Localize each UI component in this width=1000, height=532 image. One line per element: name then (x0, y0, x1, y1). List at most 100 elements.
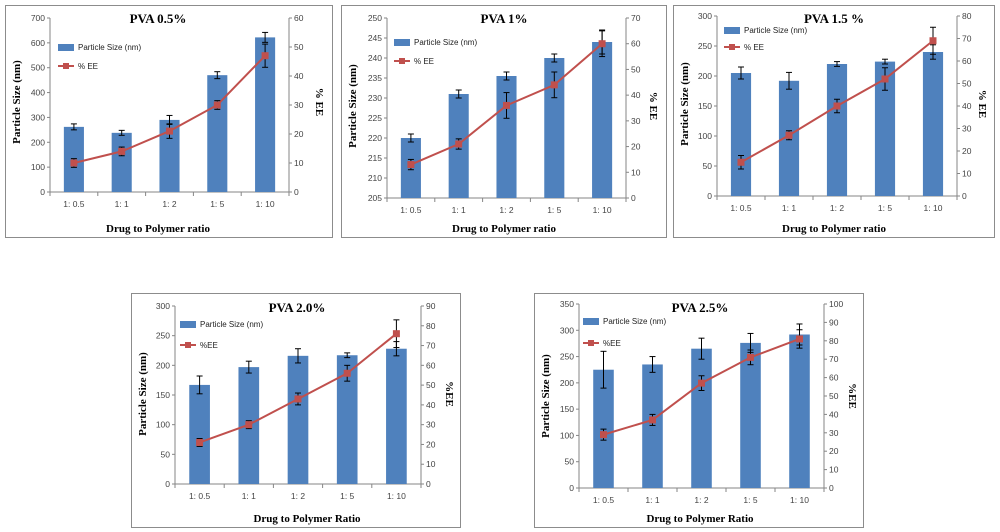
chart-title: PVA 1% (480, 11, 527, 26)
ee-point (649, 416, 656, 424)
y-tick-label: 200 (560, 378, 574, 388)
bar (789, 334, 810, 488)
y2-axis-title: % EE (647, 92, 659, 120)
y2-tick-label: 0 (631, 193, 636, 203)
ee-point (261, 52, 269, 60)
x-tick-label: 1: 5 (340, 491, 354, 501)
y2-tick-label: 40 (962, 101, 972, 111)
ee-point (294, 395, 302, 403)
y2-tick-label: 0 (829, 483, 834, 493)
y2-tick-label: 60 (962, 56, 972, 66)
x-tick-label: 1: 0.5 (730, 203, 752, 213)
bar (496, 76, 517, 198)
ee-point (196, 438, 204, 446)
legend-line-label: % EE (744, 43, 764, 52)
legend-bar-label: Particle Size (nm) (414, 38, 477, 47)
ee-point (70, 159, 78, 167)
x-tick-label: 1: 1 (782, 203, 796, 213)
y2-tick-label: 20 (962, 146, 972, 156)
y-tick-label: 500 (31, 63, 45, 73)
y2-tick-label: 60 (829, 373, 839, 383)
ee-point (245, 421, 253, 429)
legend-line-label: % EE (414, 57, 434, 66)
y-tick-label: 150 (560, 404, 574, 414)
ee-point (407, 161, 415, 169)
x-tick-label: 1: 5 (878, 203, 892, 213)
legend-bar-label: Particle Size (nm) (200, 320, 263, 329)
chart-panel-pva-2-5: PVA 2.5% Drug to Polymer Ratio Particle … (534, 293, 864, 528)
legend-bar-swatch (58, 44, 74, 51)
y2-tick-label: 40 (631, 90, 641, 100)
x-tick-label: 1: 5 (210, 199, 224, 209)
x-tick-label: 1: 10 (790, 495, 809, 505)
y2-tick-label: 70 (829, 354, 839, 364)
y-tick-label: 220 (368, 133, 382, 143)
ee-point (929, 37, 937, 45)
ee-point (785, 131, 793, 139)
y-axis-title: Particle Size (nm) (540, 354, 552, 438)
y2-tick-label: 100 (829, 299, 843, 309)
chart-svg: PVA 2.5% Drug to Polymer Ratio Particle … (540, 299, 858, 525)
x-tick-label: 1: 10 (387, 491, 406, 501)
x-tick-label: 1: 1 (115, 199, 129, 209)
x-tick-label: 1: 2 (694, 495, 708, 505)
x-tick-label: 1: 2 (162, 199, 176, 209)
y-tick-label: 225 (368, 113, 382, 123)
y-tick-label: 150 (698, 101, 712, 111)
legend-bar-label: Particle Size (nm) (78, 43, 141, 52)
y-tick-label: 200 (31, 137, 45, 147)
ee-point (881, 75, 889, 83)
ee-point (503, 101, 510, 109)
x-tick-label: 1: 1 (242, 491, 256, 501)
legend-line-marker (729, 44, 735, 50)
legend-line-label: % EE (78, 62, 98, 71)
chart-panel-pva-1: PVA 1% Drug to Polymer ratio Particle Si… (341, 5, 667, 238)
y2-tick-label: 30 (631, 116, 641, 126)
bar (642, 364, 663, 488)
y2-tick-label: 60 (294, 13, 304, 23)
x-tick-label: 1: 0.5 (593, 495, 615, 505)
bar (826, 64, 848, 196)
y-tick-label: 300 (698, 11, 712, 21)
y2-tick-label: 20 (829, 446, 839, 456)
y-tick-label: 235 (368, 73, 382, 83)
x-tick-label: 1: 0.5 (189, 491, 211, 501)
y2-tick-label: 80 (426, 321, 436, 331)
ee-point (166, 127, 173, 135)
y2-tick-label: 40 (829, 409, 839, 419)
chart-svg: PVA 1% Drug to Polymer ratio Particle Si… (347, 11, 659, 235)
y2-tick-label: 10 (294, 158, 304, 168)
chart-panel-pva-1-5: PVA 1.5 % Drug to Polymer ratio Particle… (673, 5, 995, 238)
y-tick-label: 50 (161, 449, 171, 459)
x-tick-label: 1: 10 (593, 205, 612, 215)
bar (255, 37, 276, 192)
x-tick-label: 1: 10 (924, 203, 943, 213)
x-tick-label: 1: 2 (499, 205, 513, 215)
x-tick-label: 1: 10 (256, 199, 275, 209)
y-tick-label: 300 (560, 325, 574, 335)
y2-tick-label: 50 (426, 380, 436, 390)
y2-tick-label: 10 (631, 167, 641, 177)
y2-tick-label: 20 (631, 142, 641, 152)
ee-point (833, 102, 841, 110)
y-axis-title: Particle Size (nm) (679, 62, 691, 146)
y2-tick-label: 0 (962, 191, 967, 201)
y-tick-label: 100 (698, 131, 712, 141)
bar (730, 73, 752, 196)
y-tick-label: 210 (368, 173, 382, 183)
bar (336, 355, 358, 484)
y-tick-label: 50 (565, 457, 575, 467)
y2-tick-label: 20 (426, 439, 436, 449)
x-axis-title: Drug to Polymer Ratio (646, 513, 754, 525)
y2-tick-label: 70 (631, 13, 641, 23)
y-tick-label: 350 (560, 299, 574, 309)
chart-svg: PVA 2.0% Drug to Polymer Ratio Particle … (137, 300, 455, 525)
y-tick-label: 200 (156, 360, 170, 370)
chart-title: PVA 1.5 % (804, 11, 864, 26)
x-tick-label: 1: 1 (452, 205, 466, 215)
y2-tick-label: 10 (962, 169, 972, 179)
y-tick-label: 205 (368, 193, 382, 203)
y2-tick-label: 50 (294, 42, 304, 52)
bar (111, 132, 132, 192)
chart-svg: PVA 1.5 % Drug to Polymer ratio Particle… (679, 11, 988, 235)
